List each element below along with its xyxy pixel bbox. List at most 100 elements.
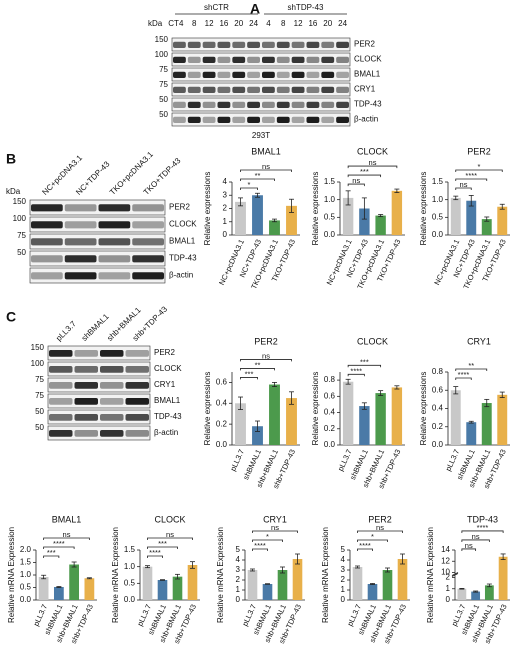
blot-band bbox=[276, 86, 290, 94]
kda-marker: 150 bbox=[31, 343, 45, 352]
blot-band bbox=[100, 414, 124, 421]
kda-label: kDa bbox=[6, 187, 21, 196]
blot-band bbox=[64, 204, 97, 212]
bar bbox=[481, 403, 492, 445]
bar bbox=[484, 585, 494, 600]
blot-band bbox=[49, 382, 73, 389]
significance-bracket bbox=[461, 539, 490, 542]
significance-label: ns bbox=[376, 523, 384, 532]
y-tick-label: 5 bbox=[341, 545, 346, 554]
blot-band bbox=[98, 204, 131, 212]
lane-label: NC+TDP-43 bbox=[74, 159, 112, 197]
significance-label: * bbox=[478, 162, 481, 171]
blot-band bbox=[336, 116, 349, 124]
blot-band bbox=[321, 41, 335, 49]
y-tick-label: 0.4 bbox=[216, 398, 228, 407]
y-tick-label: 0 bbox=[341, 595, 346, 604]
significance-label: *** bbox=[47, 548, 56, 557]
blot-band bbox=[202, 101, 216, 109]
blot-band bbox=[291, 101, 305, 109]
significance-label: ns bbox=[271, 523, 279, 532]
bar bbox=[235, 201, 246, 235]
blot-strip bbox=[171, 97, 351, 112]
y-tick-label: 0.4 bbox=[432, 404, 444, 413]
kda-marker: 100 bbox=[155, 50, 169, 59]
blot-band bbox=[321, 116, 335, 124]
blot-band bbox=[262, 116, 275, 124]
significance-bracket bbox=[240, 368, 275, 371]
kda-marker: 50 bbox=[159, 95, 168, 104]
blot-strip bbox=[29, 267, 166, 284]
y-axis-label: Relative expressions bbox=[419, 372, 428, 446]
band-label: TDP-43 bbox=[154, 412, 182, 421]
bar bbox=[359, 406, 370, 445]
chart-title: PER2 bbox=[467, 146, 491, 156]
bar bbox=[172, 576, 183, 600]
significance-label: ** bbox=[468, 361, 474, 370]
bar bbox=[247, 570, 258, 600]
y-tick-label: 0.6 bbox=[324, 391, 336, 400]
blot-band bbox=[132, 272, 164, 280]
y-tick-label: 0.8 bbox=[432, 367, 444, 376]
bar bbox=[466, 200, 477, 235]
significance-bracket bbox=[240, 377, 258, 380]
lane-label: 12 bbox=[294, 19, 303, 28]
band-label: CRY1 bbox=[354, 85, 376, 94]
blot-band bbox=[49, 366, 73, 373]
blot-strip bbox=[171, 112, 351, 127]
bar bbox=[277, 570, 288, 600]
blot-strip bbox=[29, 199, 166, 216]
y-tick-label: 0.0 bbox=[432, 440, 444, 449]
lane-label: pLL3.7 bbox=[54, 319, 78, 343]
bar bbox=[352, 567, 363, 600]
significance-label: **** bbox=[350, 366, 362, 375]
bar bbox=[286, 398, 297, 445]
bar bbox=[187, 565, 198, 600]
band-label: PER2 bbox=[354, 40, 375, 49]
significance-bracket bbox=[455, 368, 488, 371]
band-label: β-actin bbox=[154, 428, 178, 437]
significance-label: ** bbox=[255, 171, 261, 180]
blot-band bbox=[74, 350, 98, 357]
bar bbox=[391, 387, 403, 445]
lane-label: 20 bbox=[234, 19, 243, 28]
significance-label: **** bbox=[149, 548, 161, 557]
blot-band bbox=[291, 56, 305, 64]
bar bbox=[342, 381, 354, 445]
blot-band bbox=[98, 255, 131, 263]
y-tick-label: 1.0 bbox=[124, 562, 136, 571]
axis-break bbox=[451, 573, 459, 577]
blot-band bbox=[262, 56, 275, 64]
blot-strip bbox=[171, 67, 351, 82]
blot-strip bbox=[47, 425, 151, 441]
blot-band bbox=[247, 56, 260, 64]
y-tick-label: 1.0 bbox=[20, 570, 32, 579]
significance-bracket bbox=[357, 548, 373, 551]
blot-band bbox=[125, 366, 149, 373]
y-tick-label: 0.0 bbox=[216, 440, 228, 449]
significance-bracket bbox=[455, 187, 472, 190]
significance-label: * bbox=[266, 532, 269, 541]
y-tick-label: 0.6 bbox=[432, 385, 444, 394]
bar bbox=[292, 559, 303, 600]
chart-title: PER2 bbox=[368, 514, 392, 524]
blot-band bbox=[217, 56, 231, 64]
y-tick-label: 3 bbox=[341, 565, 346, 574]
blot-band bbox=[31, 238, 63, 246]
significance-label: **** bbox=[477, 523, 489, 532]
y-tick-label: 2 bbox=[341, 575, 346, 584]
lane-label: CT4 bbox=[168, 19, 184, 28]
bar bbox=[497, 206, 508, 235]
y-tick-label: 1 bbox=[341, 585, 346, 594]
y-tick-label: 0.0 bbox=[20, 595, 32, 604]
y-tick-label: 0.5 bbox=[432, 212, 444, 221]
significance-bracket bbox=[347, 373, 365, 377]
significance-label: * bbox=[248, 180, 251, 189]
significance-bracket bbox=[43, 555, 60, 558]
blot-band bbox=[232, 116, 246, 124]
axis-break bbox=[451, 572, 459, 576]
lane-label: 8 bbox=[281, 19, 286, 28]
blot-band bbox=[336, 86, 349, 94]
blot-band bbox=[321, 101, 335, 109]
